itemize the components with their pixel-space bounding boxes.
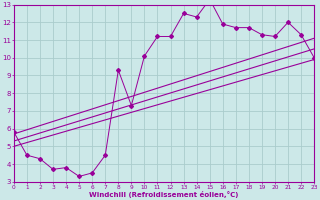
X-axis label: Windchill (Refroidissement éolien,°C): Windchill (Refroidissement éolien,°C) bbox=[89, 191, 239, 198]
